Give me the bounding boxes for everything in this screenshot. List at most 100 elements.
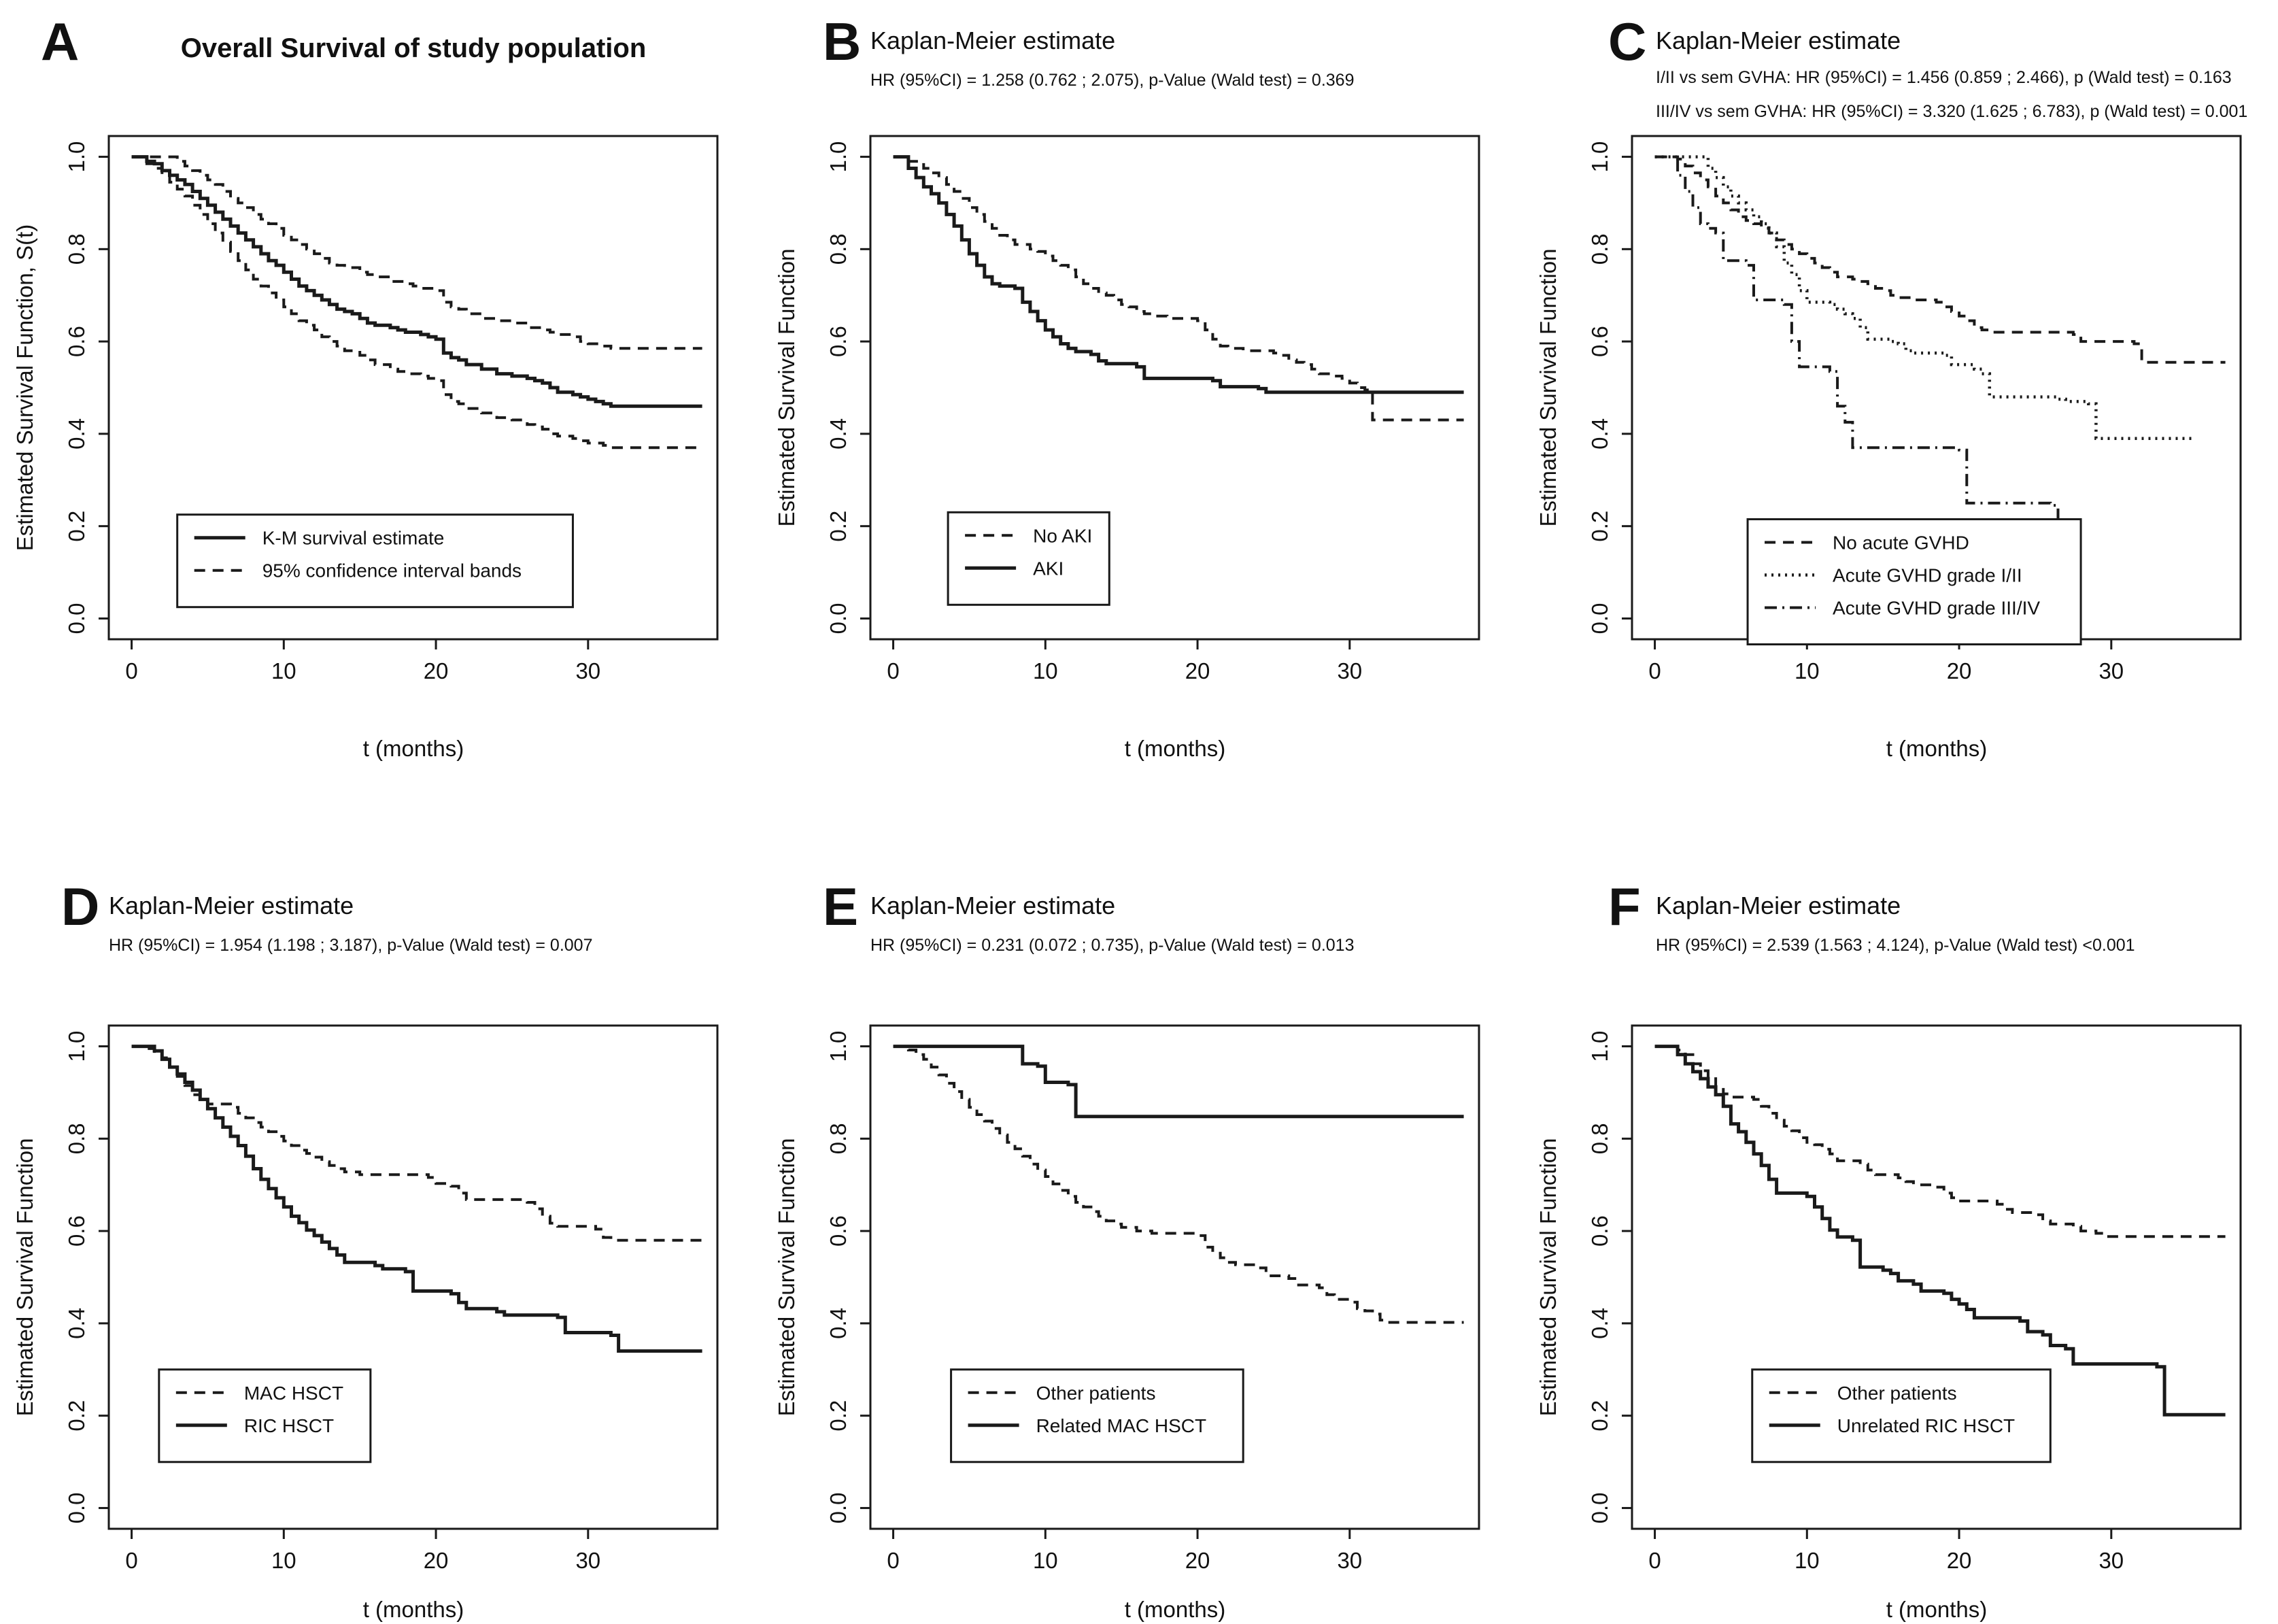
- y-tick-label: 0.2: [64, 1400, 89, 1432]
- x-axis-label-f: t (months): [1886, 1597, 1988, 1622]
- plot-area-c: 0 10 20 30 0.0 0.2 0.4 0.6 0.8 1.0 No acute GVHD Ac…: [1587, 135, 2242, 683]
- plot-area-a: 0 10 20 30 0.0 0.2 0.4 0.6 0.8 1.0 K-M survival es…: [64, 135, 719, 683]
- y-tick-label: 0.6: [64, 326, 89, 357]
- survival-curve-solid: [1654, 1045, 2226, 1417]
- x-tick-label: 0: [1648, 1548, 1661, 1573]
- km-plot-a: A Overall Survival of study population E…: [12, 12, 719, 761]
- km-plot-b: B Kaplan-Meier estimate HR (95%CI) = 1.2…: [774, 12, 1480, 761]
- y-tick-label: 0.2: [1587, 1400, 1612, 1432]
- panel-title-c: Kaplan-Meier estimate: [1656, 27, 1901, 54]
- y-tick-label: 0.6: [826, 326, 851, 357]
- plot-area-f: 0 10 20 30 0.0 0.2 0.4 0.6 0.8 1.0 Other patients U…: [1587, 1024, 2242, 1573]
- panel-b: B Kaplan-Meier estimate HR (95%CI) = 1.2…: [768, 0, 1503, 808]
- legend: Other patients Related MAC HSCT: [950, 1368, 1244, 1464]
- plot-border: [869, 135, 1480, 641]
- panel-letter-b: B: [823, 12, 861, 71]
- legend-box: [947, 511, 1110, 606]
- panel-subtitle-e: HR (95%CI) = 0.231 (0.072 ; 0.735), p-Va…: [870, 936, 1354, 955]
- survival-curve-dashed: [1654, 1045, 2226, 1238]
- y-tick-label: 0.0: [826, 603, 851, 635]
- y-tick-label: 0.2: [64, 511, 89, 542]
- panel-subtitle-b: HR (95%CI) = 1.258 (0.762 ; 2.075), p-Va…: [870, 71, 1354, 90]
- legend-label: AKI: [1033, 558, 1064, 579]
- legend-box: [950, 1368, 1244, 1464]
- y-tick-label: 0.0: [1587, 603, 1612, 635]
- x-tick-label: 20: [1185, 1548, 1210, 1573]
- x-tick-label: 20: [1185, 658, 1210, 683]
- survival-curve-dashed: [131, 155, 702, 350]
- legend-label: 95% confidence interval bands: [262, 560, 522, 581]
- x-tick-label: 10: [1033, 1548, 1058, 1573]
- x-tick-label: 30: [575, 1548, 600, 1573]
- survival-curve-dashed: [131, 155, 702, 450]
- km-plot-e: E Kaplan-Meier estimate HR (95%CI) = 0.2…: [774, 877, 1480, 1622]
- y-tick-label: 0.8: [1587, 1123, 1612, 1154]
- y-tick-label: 0.4: [1587, 418, 1612, 450]
- x-tick-label: 10: [1795, 1548, 1820, 1573]
- plot-border: [1631, 1024, 2242, 1530]
- plot-border: [107, 1024, 719, 1530]
- panel-title-d: Kaplan-Meier estimate: [109, 892, 354, 919]
- x-tick-label: 20: [1947, 658, 1972, 683]
- survival-curve-solid: [131, 155, 702, 408]
- y-tick-label: 0.6: [64, 1215, 89, 1247]
- legend-label: MAC HSCT: [244, 1383, 343, 1404]
- legend-label: No acute GVHD: [1833, 532, 1969, 553]
- x-tick-label: 20: [1947, 1548, 1972, 1573]
- panel-a: A Overall Survival of study population E…: [7, 0, 741, 808]
- x-axis-label-d: t (months): [363, 1597, 464, 1622]
- survival-curve-dashdot: [1654, 155, 2073, 564]
- y-tick-label: 1.0: [826, 141, 851, 173]
- plot-border: [107, 135, 719, 641]
- y-tick-label: 0.8: [64, 233, 89, 265]
- y-tick-label: 0.6: [1587, 326, 1612, 357]
- survival-curve-dashed: [893, 155, 1464, 422]
- y-tick-label: 1.0: [826, 1031, 851, 1062]
- x-tick-label: 10: [1795, 658, 1820, 683]
- panel-c: C Kaplan-Meier estimate I/II vs sem GVHA…: [1530, 0, 2264, 808]
- panel-f: F Kaplan-Meier estimate HR (95%CI) = 2.5…: [1530, 864, 2264, 1624]
- legend: No acute GVHD Acute GVHD grade I/II Acute …: [1746, 518, 2082, 645]
- legend: Other patients Unrelated RIC HSCT: [1751, 1368, 2052, 1464]
- y-axis-label-e: Estimated Survival Function: [774, 1138, 799, 1416]
- legend: K-M survival estimate 95% confidence inte…: [176, 513, 574, 609]
- panel-d: D Kaplan-Meier estimate HR (95%CI) = 1.9…: [7, 864, 741, 1624]
- x-tick-label: 0: [125, 658, 137, 683]
- survival-curve-dashed: [1654, 155, 2226, 364]
- legend-box: [158, 1368, 372, 1464]
- y-tick-label: 1.0: [64, 1031, 89, 1062]
- survival-curve-solid: [893, 1045, 1464, 1119]
- plot-area-b: 0 10 20 30 0.0 0.2 0.4 0.6 0.8 1.0 No AKI AKI: [826, 135, 1480, 683]
- y-tick-label: 0.8: [64, 1123, 89, 1154]
- y-axis-label-d: Estimated Survival Function: [12, 1138, 37, 1416]
- legend-label: Other patients: [1837, 1383, 1957, 1404]
- panel-letter-d: D: [61, 877, 99, 936]
- panel-subtitle-c-line1: I/II vs sem GVHA: HR (95%CI) = 1.456 (0.…: [1656, 68, 2232, 87]
- x-tick-label: 10: [271, 658, 296, 683]
- survival-curve-dashed: [131, 1045, 702, 1242]
- x-tick-label: 10: [271, 1548, 296, 1573]
- panel-subtitle-c-line2: III/IV vs sem GVHA: HR (95%CI) = 3.320 (…: [1656, 102, 2247, 121]
- y-tick-label: 0.0: [64, 1493, 89, 1524]
- y-tick-label: 0.2: [826, 511, 851, 542]
- panel-e: E Kaplan-Meier estimate HR (95%CI) = 0.2…: [768, 864, 1503, 1624]
- x-axis-label-a: t (months): [363, 736, 464, 761]
- x-tick-label: 20: [424, 658, 449, 683]
- survival-curve-dotted: [1654, 155, 2195, 440]
- panel-subtitle-f: HR (95%CI) = 2.539 (1.563 ; 4.124), p-Va…: [1656, 936, 2135, 955]
- y-tick-label: 0.4: [64, 1308, 89, 1339]
- legend-label: No AKI: [1033, 525, 1092, 546]
- survival-curve-solid: [893, 155, 1464, 394]
- x-axis-label-b: t (months): [1125, 736, 1226, 761]
- panel-subtitle-d: HR (95%CI) = 1.954 (1.198 ; 3.187), p-Va…: [109, 936, 592, 955]
- x-tick-label: 30: [575, 658, 600, 683]
- y-tick-label: 0.2: [826, 1400, 851, 1432]
- x-axis-label-c: t (months): [1886, 736, 1988, 761]
- plot-area-e: 0 10 20 30 0.0 0.2 0.4 0.6 0.8 1.0 Other patients R…: [826, 1024, 1480, 1573]
- y-tick-label: 0.6: [826, 1215, 851, 1247]
- km-plot-f: F Kaplan-Meier estimate HR (95%CI) = 2.5…: [1535, 877, 2242, 1622]
- survival-curve-solid: [131, 1045, 702, 1353]
- x-tick-label: 0: [887, 1548, 899, 1573]
- x-tick-label: 30: [2098, 658, 2124, 683]
